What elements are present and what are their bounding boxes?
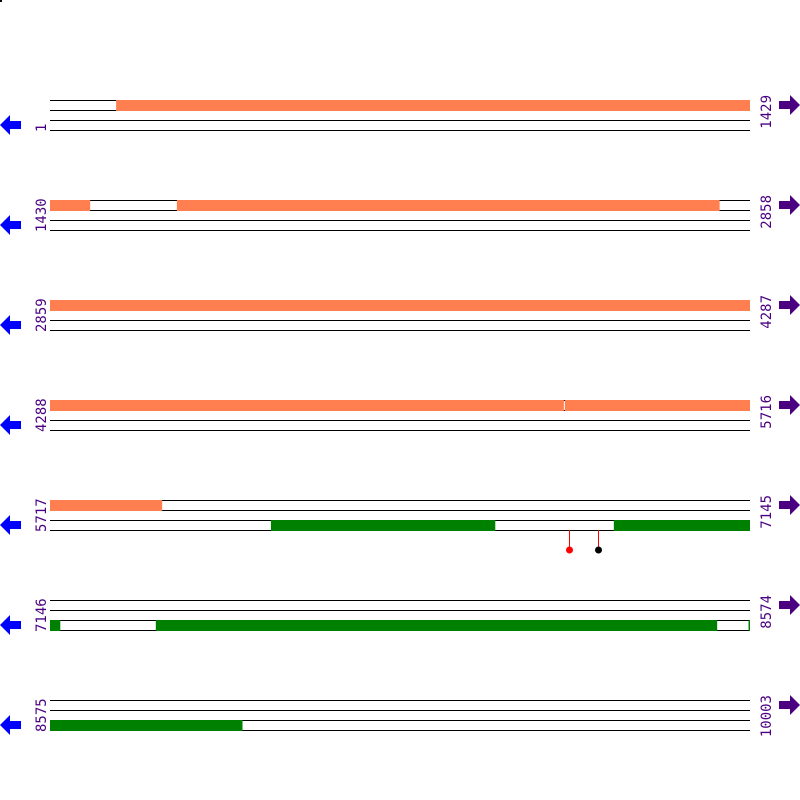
map-row: 7146 8574 [0, 595, 800, 635]
feature-bar[interactable] [50, 400, 564, 411]
row-start-label: 2859 [34, 298, 50, 332]
feature-bar[interactable] [270, 520, 496, 531]
map-row: 8575 10003 [0, 695, 800, 737]
row-end-label: 7145 [759, 495, 775, 529]
corner-dot [0, 0, 2, 2]
map-row: 2859 4287 [0, 295, 800, 335]
arrow-left-icon[interactable] [0, 415, 21, 435]
marker-dot[interactable] [595, 546, 602, 554]
feature-bar[interactable] [748, 620, 750, 631]
row-start-label: 5717 [34, 498, 50, 532]
row-start-label: 1430 [34, 198, 50, 232]
arrow-right-icon[interactable] [779, 495, 800, 515]
arrow-right-icon[interactable] [779, 195, 800, 215]
map-row: 1430 2858 [0, 195, 800, 235]
row-end-label: 10003 [759, 695, 775, 737]
arrow-right-icon[interactable] [779, 395, 800, 415]
arrow-left-icon[interactable] [0, 615, 21, 635]
row-end-label: 8574 [759, 595, 775, 629]
feature-bar[interactable] [564, 400, 750, 411]
feature-bar[interactable] [116, 100, 751, 111]
arrow-left-icon[interactable] [0, 115, 21, 135]
map-row: 1 1429 [0, 95, 800, 135]
arrow-right-icon[interactable] [779, 695, 800, 715]
arrow-right-icon[interactable] [779, 95, 800, 115]
arrow-left-icon[interactable] [0, 715, 21, 735]
row-end-label: 2858 [759, 195, 775, 229]
arrow-left-icon[interactable] [0, 515, 21, 535]
feature-bar[interactable] [155, 620, 718, 631]
map-row: 4288 5716 [0, 395, 800, 435]
map-row: 5717 7145 [0, 495, 800, 554]
row-end-label: 4287 [759, 295, 775, 329]
row-end-label: 5716 [759, 395, 775, 429]
row-start-label: 7146 [34, 598, 50, 632]
marker-dot[interactable] [566, 546, 573, 554]
feature-bar[interactable] [50, 300, 750, 311]
feature-bar[interactable] [176, 200, 720, 211]
feature-bar[interactable] [50, 620, 61, 631]
feature-bar[interactable] [50, 500, 163, 511]
row-end-label: 1429 [759, 95, 775, 129]
arrow-right-icon[interactable] [779, 595, 800, 615]
row-start-label: 8575 [34, 698, 50, 732]
feature-bar[interactable] [613, 520, 750, 531]
arrow-right-icon[interactable] [779, 295, 800, 315]
feature-bar[interactable] [50, 720, 243, 731]
row-start-label: 1 [34, 124, 50, 132]
arrow-left-icon[interactable] [0, 315, 21, 335]
arrow-left-icon[interactable] [0, 215, 21, 235]
feature-bar[interactable] [50, 200, 91, 211]
row-start-label: 4288 [34, 398, 50, 432]
